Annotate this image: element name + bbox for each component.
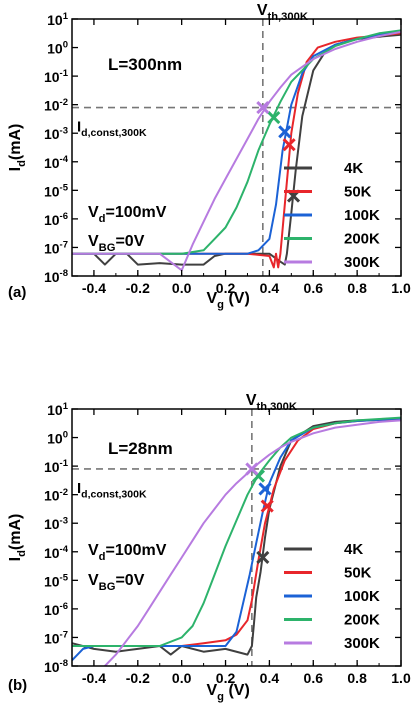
channel-length-label: L=300nm [108, 55, 182, 74]
y-tick-label: 10-6 [44, 211, 68, 228]
panel-a: -0.4 -0.2 0.0 0.2 0.4 0.6 0.8 1.0 101 100 10-1 10-2… [7, 2, 411, 311]
x-axis-label: Vg (V) [207, 290, 250, 311]
y-tick-label: 10-1 [44, 458, 69, 475]
panel-label: (a) [8, 284, 26, 301]
legend-label-100K: 100K [344, 207, 380, 224]
legend-label-4K: 4K [344, 160, 363, 177]
x-tick-label: 0.4 [260, 280, 280, 296]
y-tick-label: 10-2 [44, 487, 68, 504]
x-tick-label: -0.2 [126, 280, 150, 296]
threshold-marker-200K [267, 110, 281, 125]
x-tick-label: 0.2 [216, 670, 236, 686]
x-tick-label: -0.2 [126, 670, 150, 686]
legend-label-50K: 50K [344, 565, 372, 582]
y-tick-label: 101 [47, 401, 69, 418]
y-tick-label: 100 [47, 430, 68, 447]
y-tick-label: 10-4 [44, 544, 69, 561]
y-tick-label: 10-2 [44, 97, 68, 114]
legend-label-200K: 200K [344, 612, 380, 629]
threshold-marker-100K [278, 125, 292, 139]
threshold-marker-50K [282, 138, 296, 152]
x-tick-label: 0.6 [304, 280, 324, 296]
series-line-200K [72, 416, 401, 647]
panel-b: -0.4 -0.2 0.0 0.2 0.4 0.6 0.8 1.0 101 100 10-1 10-2… [7, 392, 411, 703]
y-tick-label: 10-6 [44, 601, 68, 618]
panel-label: (b) [8, 677, 27, 694]
legend-label-300K: 300K [344, 254, 380, 271]
y-tick-label: 10-1 [44, 68, 69, 85]
x-tick-label: 0.6 [304, 670, 324, 686]
y-tick-label: 10-3 [44, 125, 68, 142]
back-gate-bias-label: VBG=0V [88, 572, 145, 593]
legend-label-200K: 200K [344, 231, 380, 248]
series-group [72, 416, 401, 666]
series-line-300K [104, 419, 401, 666]
threshold-marker-50K [260, 499, 274, 513]
threshold-marker-300K [256, 100, 270, 115]
y-tick-label: 10-8 [44, 658, 68, 675]
x-tick-label: 0.4 [260, 670, 280, 686]
y-tick-label: 10-5 [44, 182, 69, 199]
x-tick-label: 0.2 [216, 280, 236, 296]
vth-label: Vth,300K [246, 392, 297, 413]
x-tick-label: 0.0 [172, 670, 192, 686]
x-tick-label: 0.8 [347, 670, 367, 686]
threshold-marker-300K [245, 462, 259, 476]
y-tick-label: 10-7 [44, 240, 68, 257]
x-tick-label: 0.0 [172, 280, 192, 296]
y-axis-label: Id(mA) [7, 514, 28, 562]
y-tick-label: 101 [47, 11, 69, 28]
legend: 4K 50K 100K 200K 300K [284, 160, 380, 271]
channel-length-label: L=28nm [108, 439, 173, 458]
threshold-marker-100K [258, 482, 272, 496]
plot-frame [71, 18, 402, 277]
y-axis-label: Id(mA) [7, 124, 28, 172]
x-tick-label: 1.0 [391, 670, 411, 686]
y-tick-label: 10-3 [44, 515, 68, 532]
y-tick-label: 10-8 [44, 268, 68, 285]
y-tick-label: 10-5 [44, 572, 69, 589]
x-tick-label: 0.8 [347, 280, 367, 296]
x-tick-label: 1.0 [391, 280, 411, 296]
back-gate-bias-label: VBG=0V [88, 233, 145, 254]
y-tick-label: 10-7 [44, 630, 68, 647]
legend-label-50K: 50K [344, 184, 372, 201]
vth-label: Vth,300K [257, 2, 308, 23]
x-tick-label: -0.4 [82, 670, 106, 686]
iconst-label: Id,const,300K [77, 480, 147, 501]
legend-label-4K: 4K [344, 541, 363, 558]
iconst-label: Id,const,300K [77, 119, 147, 140]
x-axis-label: Vg (V) [207, 682, 250, 703]
legend-label-100K: 100K [344, 588, 380, 605]
threshold-marker-4K [256, 550, 270, 565]
series-group [72, 29, 401, 272]
drain-bias-label: Vd=100mV [88, 542, 167, 563]
legend: 4K 50K 100K 200K 300K [284, 541, 380, 652]
legend-label-300K: 300K [344, 635, 380, 652]
drain-bias-label: Vd=100mV [88, 204, 167, 225]
y-tick-label: 100 [47, 40, 68, 57]
y-tick-label: 10-4 [44, 154, 69, 171]
x-tick-label: -0.4 [82, 280, 106, 296]
plot-frame [71, 408, 402, 667]
